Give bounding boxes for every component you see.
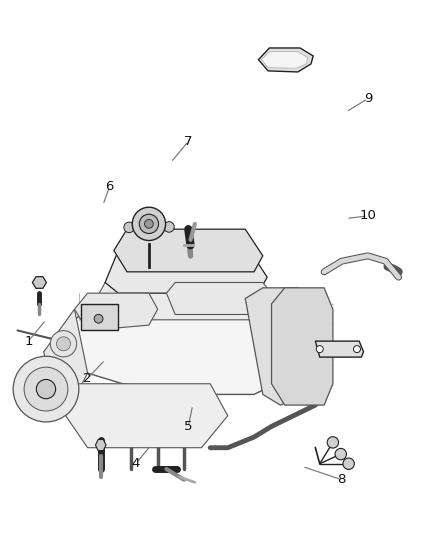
Circle shape	[13, 356, 79, 422]
Circle shape	[327, 437, 339, 448]
Polygon shape	[272, 288, 333, 405]
Polygon shape	[95, 440, 106, 450]
Polygon shape	[245, 288, 324, 405]
Text: 9: 9	[364, 92, 372, 105]
Text: 6: 6	[105, 180, 114, 193]
Circle shape	[57, 337, 71, 351]
Polygon shape	[166, 282, 276, 314]
Polygon shape	[96, 282, 272, 320]
Polygon shape	[44, 309, 88, 416]
Text: 1: 1	[24, 335, 33, 348]
Circle shape	[164, 222, 174, 232]
Text: 4: 4	[131, 457, 140, 470]
Text: 2: 2	[83, 372, 92, 385]
Polygon shape	[66, 384, 228, 448]
Polygon shape	[44, 293, 289, 394]
Circle shape	[36, 379, 56, 399]
Circle shape	[132, 207, 166, 240]
Circle shape	[124, 222, 134, 232]
Circle shape	[24, 367, 68, 411]
Circle shape	[335, 448, 346, 460]
Circle shape	[145, 220, 153, 228]
Polygon shape	[105, 251, 267, 293]
Polygon shape	[258, 48, 313, 72]
Circle shape	[139, 214, 159, 233]
Text: 8: 8	[337, 473, 346, 486]
Polygon shape	[74, 293, 158, 330]
Polygon shape	[315, 341, 364, 357]
FancyBboxPatch shape	[81, 304, 118, 330]
Circle shape	[353, 345, 360, 353]
Circle shape	[316, 345, 323, 353]
Circle shape	[343, 458, 354, 470]
Polygon shape	[114, 229, 263, 272]
Polygon shape	[32, 277, 46, 288]
Text: 5: 5	[184, 420, 193, 433]
Circle shape	[94, 314, 103, 323]
Text: 7: 7	[184, 135, 193, 148]
Polygon shape	[261, 52, 308, 68]
Circle shape	[50, 330, 77, 357]
Text: 10: 10	[360, 209, 376, 222]
